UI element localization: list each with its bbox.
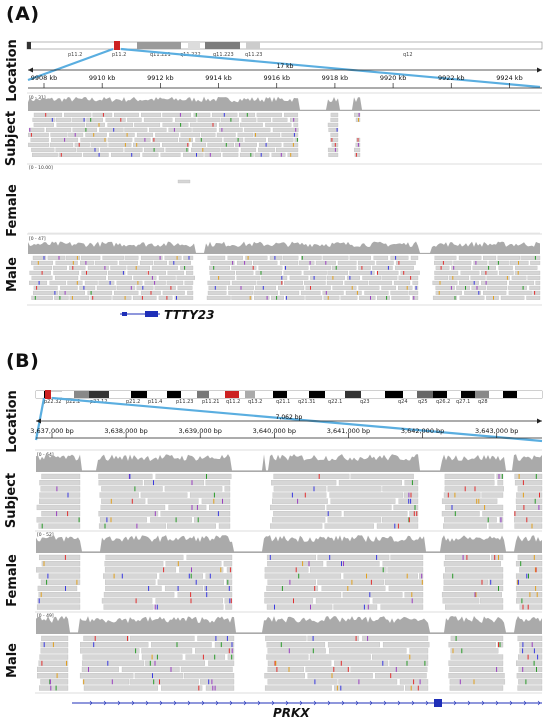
panel-b-band-label: q11.2 (226, 399, 240, 405)
panel-b-coord-tick-label: 3,640,000 bp (253, 427, 296, 435)
panel-a-subject-track-coverage (28, 96, 540, 111)
svg-text:q12: q12 (403, 52, 413, 58)
panel-b-band-label: p22.2 (66, 399, 80, 405)
panel-b-coords: 3,637,000 bp 3,638,000 bp 3,639,000 bp 3,64… (30, 427, 518, 438)
panel-b-band-label: q23 (360, 399, 370, 405)
panel-a-coord-tick-label: 9908 kb (31, 74, 58, 82)
panel-a-male-track[interactable] (28, 241, 541, 300)
panel-b-band-label: p21.2 (126, 399, 140, 405)
panel-a-male-range: [0 - 47] (29, 236, 46, 242)
panel-b-coord-tick-label: 3,642,000 bp (401, 427, 444, 435)
panel-a-zoom-line-right (120, 47, 541, 89)
panel-a-coord-tick-label: 9912 kb (147, 74, 174, 82)
panel-b-band-label: q21.31 (298, 399, 316, 405)
panel-a-subject-track[interactable] (28, 96, 540, 157)
panel-a-coords: 9908 kb 9910 kb 9912 kb 9914 kb 9916 kb 9918 … (31, 74, 523, 88)
panel-b-subject-track-coverage (36, 454, 542, 472)
panel-b-female-track-coverage (36, 535, 542, 553)
panel-a-span-label: 17 kb (277, 63, 294, 70)
panel-a-coord-tick-label: 9924 kb (496, 74, 523, 82)
panel-b-band-label: q21.1 (276, 399, 290, 405)
panel-a-zoom-line-left (27, 47, 114, 82)
panel-b-region-marker (45, 390, 51, 399)
panel-a-coord-tick-label: 9910 kb (89, 74, 116, 82)
panel-a-subject-range: [0 - 31] (29, 95, 46, 101)
panel-b-coord-tick-label: 3,641,000 bp (327, 427, 370, 435)
panel-b-letter: (B) (6, 350, 40, 372)
panel-b-gene-model[interactable] (72, 699, 542, 707)
panel-b-ideogram[interactable] (35, 390, 543, 399)
panel-b-band-label: q24 (398, 399, 408, 405)
svg-text:q11.23: q11.23 (245, 52, 263, 58)
panel-b-male-track[interactable] (36, 616, 543, 691)
panel-b-subject-track[interactable] (36, 454, 543, 529)
panel-b-subject-range: [0 - 64] (37, 452, 54, 458)
panel-a-coord-tick-label: 9914 kb (205, 74, 232, 82)
panel-b-coord-tick-label: 3,639,000 bp (179, 427, 222, 435)
svg-text:p11.2: p11.2 (68, 52, 82, 58)
panel-b-band-label: p11.4 (148, 399, 162, 405)
panel-b-band-label: p22.32 (44, 399, 62, 405)
panel-b-coord-tick-label: 3,638,000 bp (104, 427, 147, 435)
panel-a-coord-tick-label: 9918 kb (322, 74, 349, 82)
panel-b-gene-label: PRKX (273, 706, 310, 720)
panel-b-female-track[interactable] (36, 535, 543, 610)
panel-a-region-marker (114, 41, 120, 50)
panel-a-gene-model[interactable] (120, 311, 160, 317)
panel-b-span-label: 7,062 bp (276, 414, 303, 421)
panel-a-male-track-coverage (28, 241, 540, 254)
panel-b-male-range: [0 - 49] (37, 613, 54, 619)
panel-a-female-read[interactable] (177, 179, 191, 184)
panel-b-band-label: q28 (478, 399, 488, 405)
panel-b-coord-tick-label: 3,643,000 bp (475, 427, 518, 435)
panel-a-genome-view: p11.2 p11.2 q11.221 q11.222 q11.223 q11.… (26, 41, 543, 317)
panel-b-coord-tick-label: 3,637,000 bp (30, 427, 73, 435)
panel-a-letter: (A) (6, 3, 40, 25)
panel-a-coord-tick-label: 9922 kb (438, 74, 465, 82)
panel-a-coord-tick-label: 9916 kb (263, 74, 290, 82)
panel-b-band-label: q27.1 (456, 399, 470, 405)
panel-a-coord-tick-label: 9920 kb (380, 74, 407, 82)
panel-a-gene-label: TTTY23 (164, 308, 215, 322)
svg-text:p11.2: p11.2 (112, 52, 126, 58)
svg-text:q11.221: q11.221 (150, 52, 171, 58)
svg-text:q11.223: q11.223 (213, 52, 234, 58)
panel-b-zoom-line-right (51, 396, 543, 443)
panel-a-female-range: [0 - 10.00] (29, 165, 53, 171)
panel-b-band-label: q22.1 (328, 399, 342, 405)
panel-b-band-label: q25 (418, 399, 428, 405)
panel-b-male-track-coverage (36, 616, 542, 634)
panel-b-female-range: [0 - 52] (37, 532, 54, 538)
panel-b-band-label: q26.2 (436, 399, 450, 405)
panel-b-band-label: q13.2 (248, 399, 262, 405)
panel-b-band-label: p11.23 (176, 399, 194, 405)
panel-b-band-label: p11.21 (202, 399, 220, 405)
panel-a-ideogram[interactable] (26, 41, 543, 50)
